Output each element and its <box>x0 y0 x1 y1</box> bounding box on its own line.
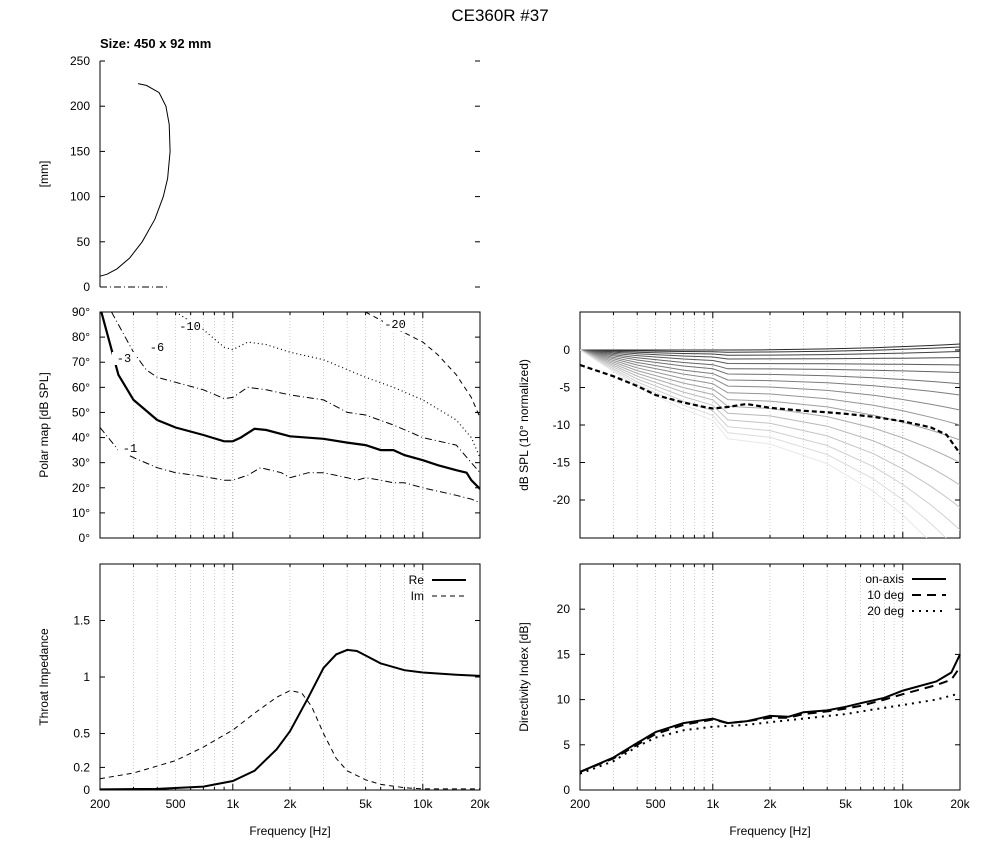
y-tick-label: 20 <box>557 602 571 616</box>
spl-highlight-curve <box>580 363 960 455</box>
spl-angle-curve <box>580 349 947 538</box>
spl-angle-curve <box>580 346 960 353</box>
y-tick-label: 30° <box>72 456 90 470</box>
y-tick-label: 100 <box>70 190 90 204</box>
y-tick-label: 20° <box>72 481 90 495</box>
y-tick-label: 0.5 <box>73 727 90 741</box>
contour-label-bg <box>178 320 202 333</box>
y-tick-label: -15 <box>553 456 571 470</box>
contour-label: -6 <box>150 341 164 355</box>
spl-angle-curve <box>580 349 960 385</box>
x-tick-label: 20k <box>470 797 490 811</box>
spl-angle-curve <box>580 349 960 373</box>
x-axis-label: Frequency [Hz] <box>249 824 330 838</box>
contour-label: -3 <box>117 352 131 366</box>
spl-angle-curve <box>580 349 960 463</box>
x-tick-label: 10k <box>893 797 913 811</box>
x-tick-label: 200 <box>90 797 110 811</box>
y-tick-label: 0 <box>563 343 570 357</box>
size-label: Size: 450 x 92 mm <box>100 36 212 51</box>
spl-angle-curve <box>580 349 928 538</box>
y-tick-label: 1 <box>83 670 90 684</box>
contour-line <box>100 427 480 504</box>
x-tick-label: 2k <box>764 797 778 811</box>
y-tick-label: 10° <box>72 506 90 520</box>
impedance-series-im <box>99 690 480 790</box>
y-axis-label: dB SPL (10° normalized) <box>517 359 531 491</box>
contour-label: -20 <box>384 318 406 332</box>
y-tick-label: 90° <box>72 305 90 319</box>
y-tick-label: 80° <box>72 330 90 344</box>
x-tick-label: 1k <box>226 797 240 811</box>
legend-label: Re <box>409 573 425 587</box>
y-axis-label: Throat Impedance <box>37 628 51 726</box>
x-tick-label: 5k <box>839 797 853 811</box>
contour-label-bg <box>383 318 407 331</box>
legend-label: Im <box>411 589 424 603</box>
x-tick-label: 20k <box>950 797 970 811</box>
y-tick-label: 0 <box>83 280 90 294</box>
spl-angle-curve <box>580 349 960 531</box>
y-tick-label: -5 <box>559 381 570 395</box>
spl-angle-curve <box>580 349 960 366</box>
contour-label-bg <box>145 341 169 354</box>
y-tick-label: 60° <box>72 380 90 394</box>
impedance-series-re <box>99 648 481 791</box>
profile-series-1 <box>99 83 171 277</box>
spl-angle-curve <box>580 349 960 411</box>
x-tick-label: 500 <box>646 797 666 811</box>
di-series-1 <box>579 653 961 773</box>
contour-label: -10 <box>179 320 201 334</box>
spl-angle-curve <box>580 343 960 351</box>
x-tick-label: 2k <box>284 797 298 811</box>
x-tick-label: 5k <box>359 797 373 811</box>
spl-angle-curve <box>580 349 960 508</box>
legend-label: 10 deg <box>867 588 904 602</box>
y-tick-label: -10 <box>553 418 571 432</box>
contour-label: -1 <box>123 442 137 456</box>
y-tick-label: 200 <box>70 99 90 113</box>
y-tick-label: 1.5 <box>73 614 90 628</box>
y-axis-label: Directivity Index [dB] <box>517 622 531 731</box>
x-tick-label: 1k <box>706 797 720 811</box>
spl-angle-curve <box>580 349 960 426</box>
x-tick-label: 200 <box>570 797 590 811</box>
x-tick-label: 10k <box>413 797 433 811</box>
y-tick-label: -20 <box>553 493 571 507</box>
y-tick-label: 10 <box>557 693 571 707</box>
y-tick-label: 50° <box>72 405 90 419</box>
spl-angle-curve <box>580 349 960 396</box>
y-tick-label: 50 <box>77 235 91 249</box>
y-tick-label: 40° <box>72 431 90 445</box>
legend-label: on-axis <box>865 572 904 586</box>
spl-angle-curve <box>580 349 960 486</box>
y-tick-label: 5 <box>563 738 570 752</box>
y-tick-label: 0 <box>563 783 570 797</box>
y-tick-label: 70° <box>72 355 90 369</box>
contour-label-bg <box>118 442 142 455</box>
chart-title: CE360R #37 <box>451 6 549 25</box>
y-tick-label: 15 <box>557 647 571 661</box>
y-axis-label: Polar map [dB SPL] <box>37 372 51 477</box>
y-tick-label: 0° <box>79 531 91 545</box>
contour-line <box>111 312 480 474</box>
spl-angle-curve <box>580 349 960 356</box>
x-tick-label: 500 <box>166 797 186 811</box>
contour-line <box>175 312 480 458</box>
y-tick-label: 150 <box>70 144 90 158</box>
contour-label-bg <box>112 352 136 365</box>
di-series-2 <box>579 666 961 773</box>
spl-angle-curve <box>580 349 960 441</box>
spl-angle-curve <box>580 349 960 360</box>
contour-line <box>100 312 480 490</box>
y-axis-label: [mm] <box>37 161 51 188</box>
y-tick-label: 250 <box>70 54 90 68</box>
y-tick-label: 0 <box>83 783 90 797</box>
legend-label: 20 deg <box>867 604 904 618</box>
y-tick-label: 0.2 <box>73 760 90 774</box>
x-axis-label: Frequency [Hz] <box>729 824 810 838</box>
